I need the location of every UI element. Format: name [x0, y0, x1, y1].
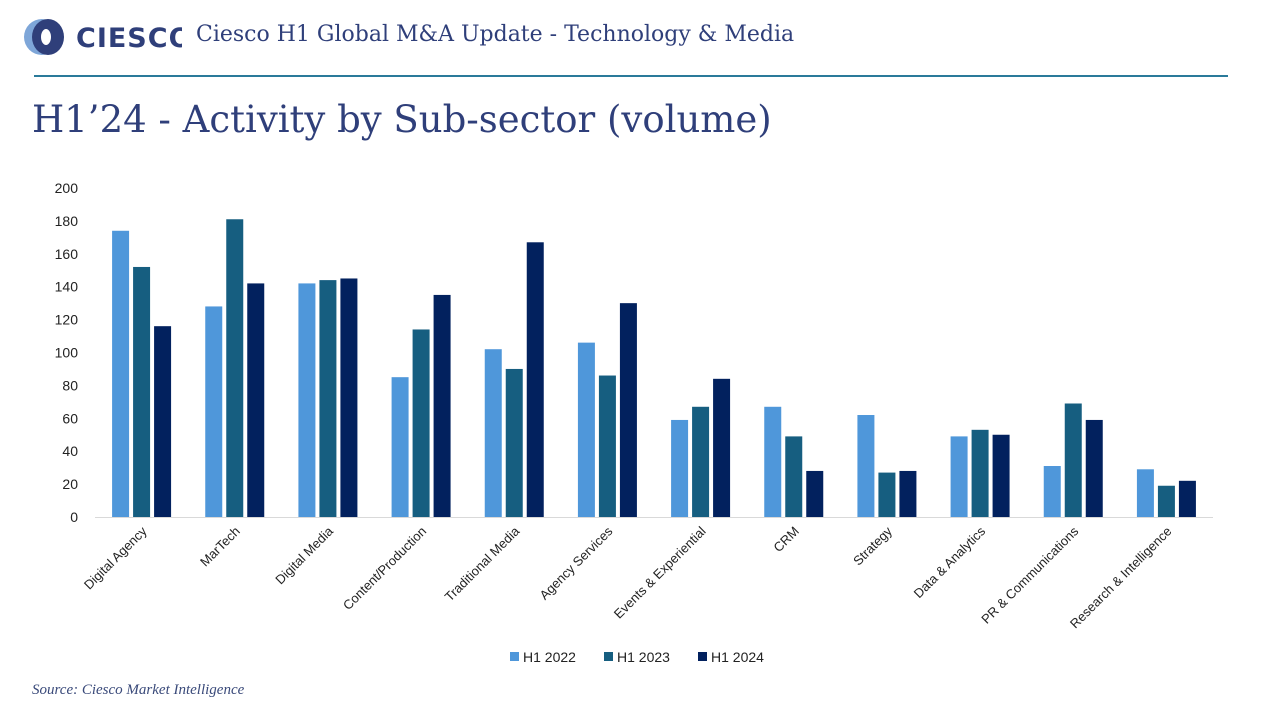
- legend-swatch: [698, 652, 707, 661]
- bar-h1-2024: [340, 278, 358, 517]
- bar-h1-2023: [133, 266, 151, 517]
- bar-h1-2024: [247, 283, 265, 517]
- bar-h1-2022: [298, 283, 316, 517]
- y-tick-label: 80: [62, 377, 78, 393]
- x-tick-label: Traditional Media: [442, 523, 523, 604]
- y-tick-label: 120: [55, 312, 79, 328]
- y-tick-label: 20: [62, 476, 78, 492]
- y-tick-label: 200: [55, 180, 79, 196]
- bar-h1-2022: [950, 436, 968, 517]
- bar-h1-2024: [1178, 480, 1196, 517]
- source-note: Source: Ciesco Market Intelligence: [32, 682, 245, 698]
- bar-h1-2022: [391, 377, 409, 517]
- bar-h1-2024: [1085, 419, 1103, 517]
- bar-h1-2022: [857, 415, 875, 517]
- x-tick-label: Research & Intelligence: [1067, 524, 1175, 632]
- bar-h1-2023: [319, 280, 337, 517]
- bar-h1-2023: [971, 429, 989, 517]
- bar-h1-2023: [692, 406, 710, 517]
- y-tick-label: 140: [55, 279, 79, 295]
- bar-h1-2024: [806, 470, 824, 517]
- bar-h1-2023: [1064, 403, 1082, 517]
- x-tick-label: Data & Analytics: [911, 523, 989, 601]
- bar-h1-2024: [992, 434, 1010, 517]
- x-tick-label: Digital Media: [272, 523, 336, 587]
- logo-mark-hole: [41, 29, 51, 45]
- x-tick-label: CRM: [770, 524, 802, 556]
- bar-h1-2022: [112, 230, 130, 517]
- y-tick-label: 0: [70, 509, 78, 525]
- y-tick-label: 160: [55, 246, 79, 262]
- legend-label: H1 2022: [523, 649, 576, 665]
- bar-h1-2023: [226, 219, 244, 517]
- header-title: Ciesco H1 Global M&A Update - Technology…: [196, 22, 795, 47]
- legend-label: H1 2023: [617, 649, 670, 665]
- legend-swatch: [510, 652, 519, 661]
- bar-h1-2024: [619, 303, 637, 517]
- x-tick-label: MarTech: [197, 524, 243, 570]
- ciesco-logo: CIESCO: [24, 19, 182, 55]
- header-divider: [34, 75, 1228, 77]
- x-tick-label: Events & Experiential: [611, 523, 709, 621]
- page-title: H1’24 - Activity by Sub-sector (volume): [32, 98, 772, 141]
- y-tick-label: 180: [55, 213, 79, 229]
- bar-h1-2023: [598, 375, 616, 517]
- bar-h1-2024: [899, 470, 917, 517]
- y-tick-label: 60: [62, 410, 78, 426]
- x-tick-label: Digital Agency: [81, 523, 150, 592]
- bar-h1-2023: [878, 472, 896, 517]
- bar-h1-2024: [526, 242, 544, 517]
- logo-wordmark: CIESCO: [76, 23, 182, 54]
- bar-h1-2022: [1136, 469, 1154, 517]
- bar-h1-2023: [412, 329, 430, 517]
- bar-h1-2023: [505, 368, 523, 517]
- x-tick-label: Strategy: [850, 523, 895, 568]
- bar-h1-2023: [1157, 485, 1175, 517]
- y-tick-label: 100: [55, 345, 79, 361]
- bar-h1-2022: [764, 406, 782, 517]
- bar-h1-2022: [1043, 466, 1061, 517]
- bar-h1-2023: [785, 436, 803, 517]
- bar-h1-2022: [577, 342, 595, 517]
- bar-h1-2022: [205, 306, 223, 517]
- legend-swatch: [604, 652, 613, 661]
- x-tick-label: PR & Communications: [978, 523, 1081, 626]
- bar-h1-2022: [484, 349, 502, 517]
- bar-h1-2024: [433, 294, 451, 517]
- legend-label: H1 2024: [711, 649, 764, 665]
- bar-h1-2024: [154, 326, 172, 517]
- y-tick-label: 40: [62, 443, 78, 459]
- bar-h1-2022: [671, 419, 689, 517]
- x-tick-label: Content/Production: [340, 524, 429, 613]
- x-tick-label: Agency Services: [536, 523, 615, 602]
- bar-h1-2024: [713, 378, 731, 517]
